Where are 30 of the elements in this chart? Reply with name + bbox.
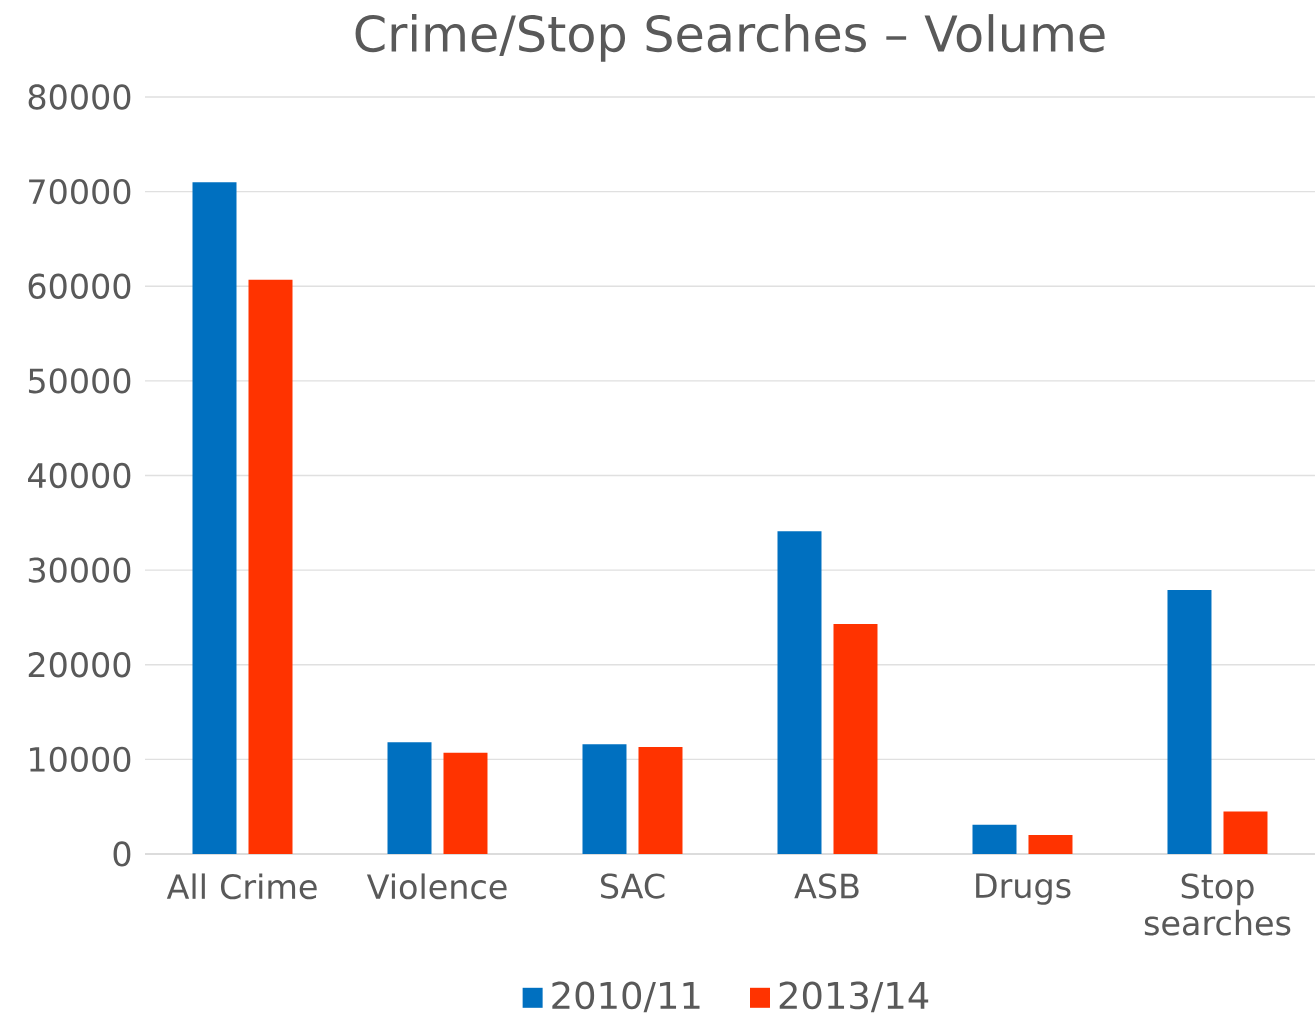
bar bbox=[1167, 590, 1212, 854]
legend-label: 2010/11 bbox=[552, 981, 700, 1013]
x-tick-label: Violence bbox=[366, 873, 507, 900]
y-tick-label: 40000 bbox=[28, 462, 131, 489]
bar bbox=[1223, 811, 1268, 854]
x-tick-label: ASB bbox=[794, 873, 859, 899]
bar bbox=[192, 182, 237, 854]
bar bbox=[387, 742, 432, 854]
x-tick-label: Drugs bbox=[976, 873, 1071, 905]
legend-label: 2013/14 bbox=[779, 981, 929, 1013]
y-tick-label: 0 bbox=[113, 841, 131, 867]
bar bbox=[638, 747, 683, 854]
bar bbox=[1028, 835, 1073, 854]
chart-title: Crime/Stop Searches – Volume bbox=[355, 14, 1105, 62]
x-tick-label: All Crime bbox=[166, 873, 317, 900]
bar bbox=[972, 824, 1017, 854]
y-tick-label: 30000 bbox=[28, 557, 131, 583]
bar bbox=[248, 279, 293, 854]
x-tick-label: SAC bbox=[601, 873, 665, 899]
bar bbox=[777, 531, 822, 854]
bar bbox=[582, 744, 627, 854]
y-tick-label: 60000 bbox=[28, 273, 131, 299]
y-tick-label: 70000 bbox=[29, 178, 131, 205]
y-tick-label: 20000 bbox=[28, 652, 131, 678]
y-tick-label: 50000 bbox=[28, 368, 131, 394]
x-tick-label: Stop searches bbox=[1144, 873, 1291, 936]
y-tick-label: 80000 bbox=[28, 84, 131, 110]
bar bbox=[833, 624, 878, 854]
y-tick-label: 10000 bbox=[30, 746, 131, 773]
bar bbox=[443, 752, 488, 854]
